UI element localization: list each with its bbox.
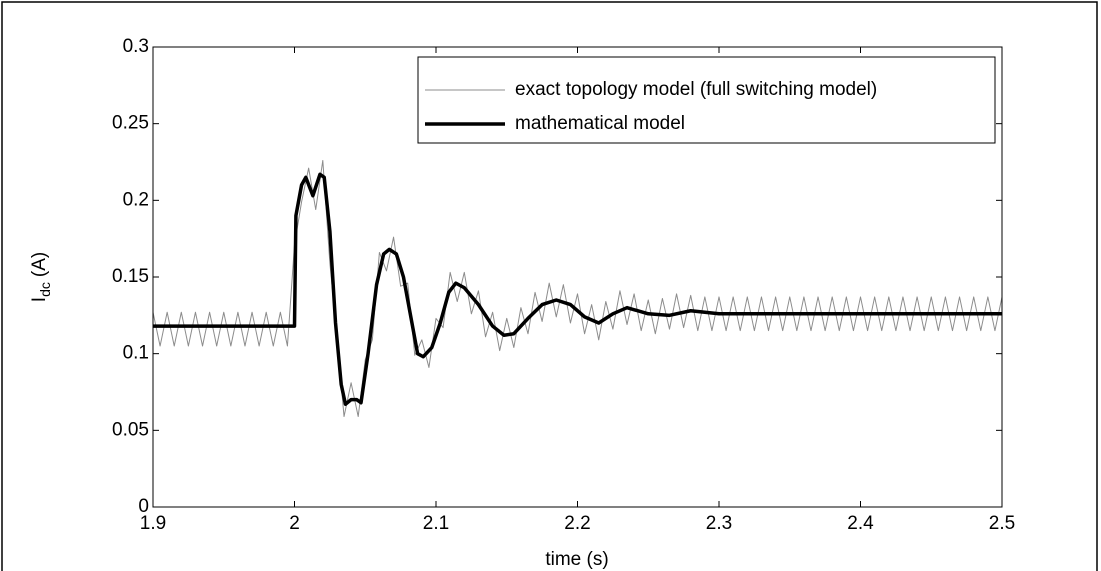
x-tick-label: 2.3	[706, 513, 732, 534]
x-tick-label: 2.1	[423, 513, 449, 534]
y-tick-label: 0.2	[123, 189, 149, 210]
legend-box	[417, 56, 996, 144]
x-tick-label: 1.9	[140, 513, 166, 534]
y-label-sub: dc	[37, 282, 53, 297]
x-tick-label: 2.4	[847, 513, 874, 534]
y-label-unit: (A)	[29, 252, 50, 277]
x-tick-label: 2.2	[564, 513, 590, 534]
y-tick-label: 0.15	[112, 266, 149, 287]
plot-marks	[153, 159, 1002, 418]
y-tick-label: 0.1	[123, 343, 149, 364]
y-tick-label: 0.05	[112, 419, 149, 440]
y-tick-label: 0	[138, 496, 149, 517]
y-label-main: I	[29, 297, 50, 302]
legend: exact topology model (full switching mod…	[417, 56, 996, 144]
legend-label: exact topology model (full switching mod…	[515, 79, 877, 100]
x-axis-label: time (s)	[545, 549, 608, 570]
x-tick-label: 2.5	[989, 513, 1015, 534]
y-axis-label: Idc (A)	[29, 252, 53, 302]
x-tick-label: 2	[289, 513, 300, 534]
series-line	[153, 172, 1002, 407]
y-tick-label: 0.3	[123, 36, 149, 57]
y-tick-label: 0.25	[112, 113, 149, 134]
legend-label: mathematical model	[515, 113, 685, 134]
